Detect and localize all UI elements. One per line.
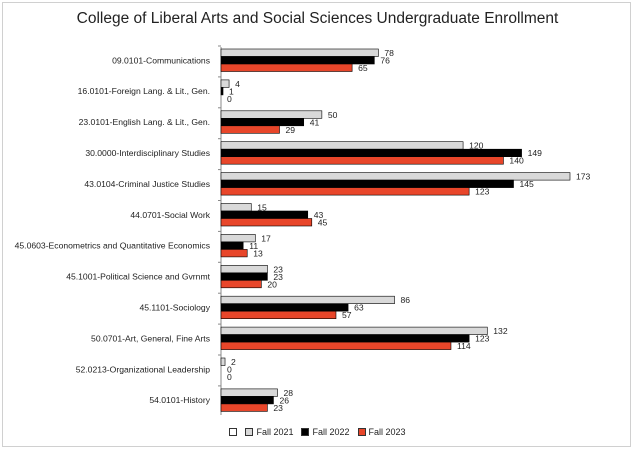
data-label: 45 xyxy=(318,218,328,228)
data-label: 23 xyxy=(273,272,283,282)
data-label: 15 xyxy=(257,203,267,213)
data-label: 20 xyxy=(267,279,277,289)
bar xyxy=(220,241,244,250)
data-label: 2 xyxy=(231,357,236,367)
data-label: 41 xyxy=(310,117,320,127)
bar xyxy=(220,79,230,88)
data-label: 13 xyxy=(253,248,263,258)
legend-marker xyxy=(229,428,238,436)
data-label: 123 xyxy=(475,334,490,344)
data-label: 120 xyxy=(469,141,484,151)
data-label: 0 xyxy=(227,372,232,382)
data-label: 149 xyxy=(528,148,543,158)
data-label: 145 xyxy=(520,179,535,189)
data-label: 0 xyxy=(227,94,232,104)
legend-swatch xyxy=(245,428,254,436)
data-label: 123 xyxy=(475,187,490,197)
bar xyxy=(220,87,224,96)
chart-frame xyxy=(2,2,631,447)
data-label: 28 xyxy=(283,388,293,398)
data-label: 63 xyxy=(354,303,364,313)
category-label: 45.1101-Sociology xyxy=(139,302,210,312)
bar xyxy=(220,279,262,289)
bar xyxy=(220,148,522,157)
bar xyxy=(220,303,349,312)
legend-item: Fall 2022 xyxy=(301,427,350,437)
bar xyxy=(220,264,268,274)
category-label: 44.0701-Social Work xyxy=(130,210,210,220)
bar xyxy=(220,334,470,343)
bar xyxy=(220,110,323,119)
bar xyxy=(220,179,514,188)
data-label: 132 xyxy=(493,326,508,336)
legend-swatch xyxy=(357,428,366,436)
bar xyxy=(220,326,488,335)
data-label: 29 xyxy=(286,125,296,135)
data-label: 17 xyxy=(261,233,271,243)
bar xyxy=(220,396,274,405)
bar xyxy=(220,125,280,134)
bar xyxy=(220,156,504,165)
data-label: 86 xyxy=(400,295,410,305)
data-label: 57 xyxy=(342,310,352,320)
data-label: 23 xyxy=(273,403,283,413)
chart-title: College of Liberal Arts and Social Scien… xyxy=(76,10,559,27)
bar xyxy=(220,141,464,150)
category-label: 45.0603-Econometrics and Quantitative Ec… xyxy=(15,241,210,251)
bar xyxy=(220,203,252,212)
legend-item: Fall 2023 xyxy=(357,427,406,437)
legend-swatch xyxy=(301,428,310,436)
category-label: 52.0213-Organizational Leadership xyxy=(76,364,210,374)
data-label: 140 xyxy=(509,156,524,166)
bar xyxy=(220,63,353,72)
category-label: 09.0101-Communications xyxy=(112,55,210,65)
legend-item: Fall 2021 xyxy=(245,427,293,437)
data-label: 11 xyxy=(249,241,258,251)
legend-label: Fall 2023 xyxy=(368,427,406,437)
category-label: 43.0104-Criminal Justice Studies xyxy=(84,179,210,189)
data-label: 50 xyxy=(328,110,338,120)
legend-label: Fall 2022 xyxy=(312,427,350,437)
bar xyxy=(220,310,337,320)
bar xyxy=(220,172,571,181)
data-label: 43 xyxy=(314,210,324,220)
data-label: 23 xyxy=(273,264,283,274)
bar xyxy=(220,357,226,366)
category-label: 54.0101-History xyxy=(149,395,210,405)
legend-label: Fall 2021 xyxy=(256,427,294,437)
bar xyxy=(220,48,379,57)
category-label: 23.0101-English Lang. & Lit., Gen. xyxy=(79,117,210,127)
bar xyxy=(220,295,395,305)
bar xyxy=(220,272,268,281)
bar xyxy=(220,403,268,412)
data-label: 173 xyxy=(576,172,591,182)
data-label: 4 xyxy=(235,79,240,89)
data-label: 1 xyxy=(229,86,234,96)
bar xyxy=(220,218,313,227)
bar xyxy=(220,341,452,350)
category-label: 50.0701-Art, General, Fine Arts xyxy=(91,333,210,343)
data-label: 26 xyxy=(279,395,289,405)
data-label: 114 xyxy=(457,341,471,351)
data-label: 0 xyxy=(227,365,232,375)
category-label: 45.1001-Political Science and Gvrnmt xyxy=(66,272,210,282)
bar xyxy=(220,210,309,219)
bar xyxy=(220,56,375,65)
bar xyxy=(220,249,248,258)
category-label: 30.0000-Interdisciplinary Studies xyxy=(85,148,210,158)
bar xyxy=(220,388,278,397)
category-label: 16.0101-Foreign Lang. & Lit., Gen. xyxy=(78,86,210,96)
bar xyxy=(220,187,470,196)
data-label: 78 xyxy=(384,48,394,58)
legend: Fall 2021 Fall 2022 Fall 2023 xyxy=(0,427,635,437)
data-label: 65 xyxy=(358,63,368,73)
data-label: 76 xyxy=(380,56,390,66)
